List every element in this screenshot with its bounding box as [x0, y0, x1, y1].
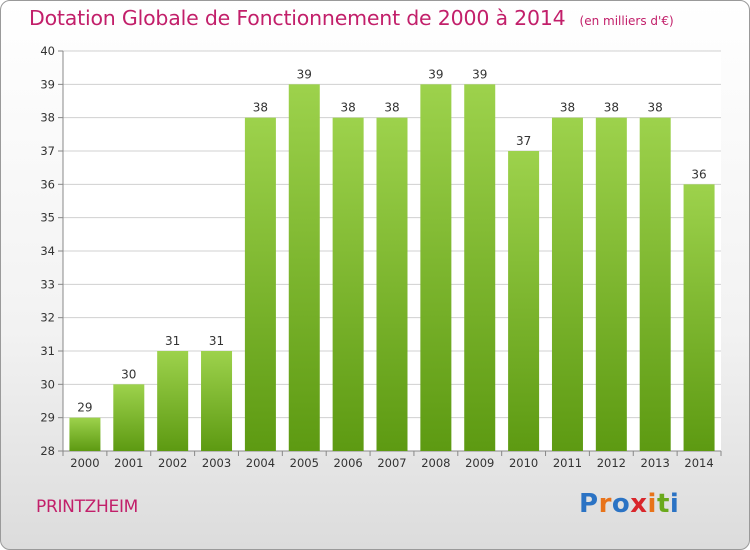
x-tick-label: 2007 — [377, 456, 406, 470]
y-tick-label: 30 — [40, 377, 55, 391]
x-tick-label: 2001 — [114, 456, 143, 470]
bar-value-label: 38 — [560, 101, 575, 115]
title-row: Dotation Globale de Fonctionnement de 20… — [29, 6, 674, 30]
y-tick-label: 31 — [40, 344, 55, 358]
bar — [113, 384, 145, 451]
logo-letter: r — [598, 489, 612, 519]
x-tick-label: 2010 — [509, 456, 538, 470]
x-tick-label: 2012 — [597, 456, 626, 470]
commune-name: PRINTZHEIM — [36, 497, 139, 517]
bar — [332, 117, 364, 452]
chart-unit: (en milliers d'€) — [579, 14, 674, 28]
bar-value-label: 36 — [691, 167, 706, 181]
bar-value-label: 29 — [77, 401, 92, 415]
y-tick-label: 39 — [40, 77, 55, 91]
x-tick-label: 2014 — [684, 456, 713, 470]
x-tick-label: 2013 — [641, 456, 670, 470]
bar-value-label: 38 — [340, 101, 355, 115]
bar-value-label: 39 — [428, 67, 443, 81]
y-tick-label: 33 — [40, 277, 55, 291]
bar-value-label: 38 — [604, 101, 619, 115]
bar-value-label: 38 — [384, 101, 399, 115]
x-tick-label: 2004 — [246, 456, 275, 470]
proxiti-logo[interactable]: Proxiti — [579, 489, 679, 519]
x-tick-label: 2002 — [158, 456, 187, 470]
x-tick-label: 2003 — [202, 456, 231, 470]
x-tick-label: 2009 — [465, 456, 494, 470]
bar-value-label: 31 — [165, 334, 180, 348]
bar-value-label: 38 — [648, 101, 663, 115]
y-tick-label: 36 — [40, 177, 55, 191]
x-tick-label: 2006 — [333, 456, 362, 470]
bar — [464, 84, 496, 451]
x-tick-label: 2005 — [290, 456, 319, 470]
y-tick-label: 40 — [40, 44, 55, 58]
bar-value-label: 38 — [253, 101, 268, 115]
bar — [244, 117, 276, 452]
bar — [639, 117, 671, 452]
logo-letter: t — [656, 489, 670, 519]
y-tick-label: 35 — [40, 211, 55, 225]
bar — [376, 117, 408, 452]
y-tick-label: 29 — [40, 411, 55, 425]
bar-value-label: 39 — [297, 67, 312, 81]
x-tick-label: 2000 — [70, 456, 99, 470]
logo-letter: i — [647, 489, 657, 519]
y-tick-label: 38 — [40, 111, 55, 125]
bar — [157, 351, 189, 451]
bar — [420, 84, 452, 451]
y-tick-label: 34 — [40, 244, 55, 258]
logo-letter: i — [669, 489, 680, 519]
y-tick-label: 28 — [40, 444, 55, 458]
bar — [69, 417, 101, 451]
bar-value-label: 31 — [209, 334, 224, 348]
bar — [201, 351, 233, 451]
bar — [551, 117, 583, 452]
logo-letter: x — [630, 489, 648, 519]
logo-letter: P — [579, 489, 599, 519]
bar — [595, 117, 627, 452]
chart-title: Dotation Globale de Fonctionnement de 20… — [29, 6, 566, 30]
bar-value-label: 37 — [516, 134, 531, 148]
y-tick-label: 37 — [40, 144, 55, 158]
bar — [508, 151, 540, 451]
bar — [683, 184, 715, 452]
bar-value-label: 30 — [121, 367, 136, 381]
bar-value-label: 39 — [472, 67, 487, 81]
x-tick-label: 2008 — [421, 456, 450, 470]
y-tick-label: 32 — [40, 311, 55, 325]
x-tick-label: 2011 — [553, 456, 582, 470]
bar — [288, 84, 320, 451]
logo-letter: o — [611, 489, 631, 519]
